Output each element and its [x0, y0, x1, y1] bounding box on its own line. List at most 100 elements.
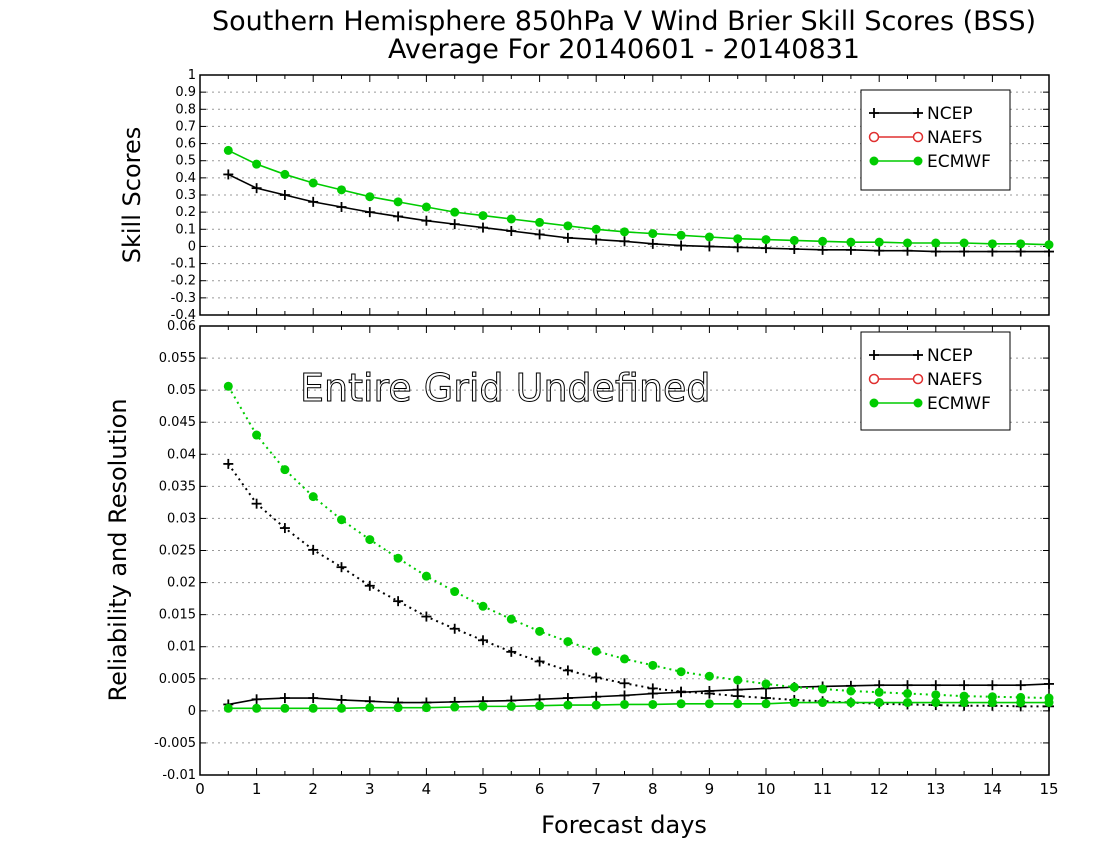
- data-point: [648, 229, 658, 239]
- data-point: [874, 687, 884, 697]
- data-point: [818, 698, 828, 708]
- data-point: [676, 686, 687, 697]
- data-point: [874, 237, 884, 247]
- data-point: [733, 699, 743, 709]
- data-point: [620, 699, 629, 709]
- data-point: [421, 611, 432, 622]
- data-point: [1044, 693, 1054, 703]
- legend-label: NAEFS: [927, 370, 982, 390]
- legend-label: NCEP: [927, 346, 973, 366]
- data-point: [308, 693, 319, 704]
- series-ecmwf-reliability: [223, 698, 1054, 713]
- x-tick-label: 3: [365, 780, 375, 798]
- data-point: [450, 587, 460, 597]
- data-point: [959, 698, 969, 708]
- data-point: [704, 232, 714, 242]
- data-point: [761, 699, 771, 709]
- series-line: [227, 149, 1050, 246]
- data-point: [364, 580, 375, 591]
- data-point: [817, 244, 828, 255]
- data-point: [959, 238, 969, 248]
- data-point: [959, 680, 970, 691]
- data-point: [733, 234, 743, 244]
- data-point: [732, 242, 743, 253]
- data-point: [761, 235, 771, 245]
- legend: NCEP NAEFS ECMWF: [860, 331, 1011, 431]
- series-line: [227, 463, 1049, 708]
- data-point: [902, 680, 913, 691]
- y-tick-label: 0.015: [159, 608, 196, 623]
- series-ncep-resolution: [223, 458, 1054, 712]
- skill-scores-panel: -0.4 -0.3 -0.2 -0.1 0 0.1 0.2 0.3 0.4 0.5 0.6 0.7 0.…: [171, 68, 1054, 323]
- data-point: [1044, 240, 1054, 250]
- data-point: [1015, 680, 1026, 691]
- data-point: [506, 646, 517, 657]
- y-tick-label: 0.02: [167, 576, 196, 591]
- data-point: [534, 229, 545, 240]
- y-tick-label: 0.005: [159, 672, 196, 687]
- y-tick-label: 0.01: [167, 640, 196, 655]
- data-point: [337, 515, 346, 525]
- data-point: [930, 680, 941, 691]
- series-ecmwf-resolution: [223, 381, 1054, 703]
- data-point: [620, 227, 629, 237]
- data-point: [818, 684, 828, 694]
- data-point: [364, 207, 375, 218]
- data-point: [478, 601, 488, 611]
- x-tick-label: 8: [648, 780, 658, 798]
- data-point: [280, 703, 290, 713]
- legend-marker: [913, 350, 923, 360]
- x-axis-label: Forecast days: [541, 811, 707, 839]
- data-point: [534, 656, 545, 667]
- legend-marker: [913, 156, 923, 166]
- undefined-annotation: Entire Grid Undefined: [300, 366, 711, 410]
- data-point: [308, 178, 318, 188]
- data-point: [506, 226, 517, 236]
- legend-label: NCEP: [927, 104, 973, 124]
- data-point: [676, 699, 686, 709]
- data-point: [279, 523, 290, 534]
- legend-marker: [913, 108, 923, 118]
- chart-title: Southern Hemisphere 850hPa V Wind Brier …: [212, 6, 1036, 37]
- legend-marker: [869, 350, 879, 360]
- data-point: [1044, 678, 1054, 689]
- data-point: [761, 679, 771, 689]
- data-point: [818, 236, 828, 246]
- data-point: [252, 430, 262, 440]
- data-point: [535, 701, 545, 711]
- y-tick-label: 0.05: [167, 383, 196, 398]
- data-point: [562, 665, 573, 676]
- data-point: [365, 192, 375, 202]
- legend-marker: [869, 398, 879, 408]
- legend-marker: [913, 398, 923, 408]
- y-tick-label: 0.9: [175, 85, 196, 100]
- legend-marker: [868, 373, 880, 385]
- data-point: [733, 675, 743, 685]
- x-tick-label: 11: [813, 780, 832, 798]
- y-tick-label: 0.7: [175, 119, 196, 134]
- top-ylabel: Skill Scores: [118, 127, 146, 264]
- data-point: [704, 671, 714, 681]
- data-point: [336, 202, 347, 212]
- reliability-resolution-panel: -0.01 -0.005 0 0.005 0.01 0.015 0.02 0.025 0.03 0…: [154, 319, 1058, 798]
- data-point: [279, 190, 290, 200]
- data-point: [676, 240, 687, 251]
- data-point: [563, 221, 573, 231]
- x-tick-label: 13: [926, 780, 945, 798]
- data-point: [563, 637, 573, 647]
- data-point: [704, 699, 714, 709]
- data-point: [223, 381, 233, 391]
- data-point: [648, 699, 658, 709]
- data-point: [647, 238, 658, 249]
- data-point: [591, 700, 601, 710]
- x-tick-label: 9: [705, 780, 715, 798]
- y-tick-label: 0: [188, 704, 196, 719]
- data-point: [647, 683, 658, 694]
- legend-marker: [912, 373, 924, 385]
- series-line: [227, 385, 1050, 700]
- data-point: [619, 236, 630, 247]
- data-point: [591, 672, 602, 683]
- y-tick-label: 0.8: [175, 102, 196, 117]
- data-point: [959, 246, 970, 257]
- y-tick-label: 0.025: [159, 544, 196, 559]
